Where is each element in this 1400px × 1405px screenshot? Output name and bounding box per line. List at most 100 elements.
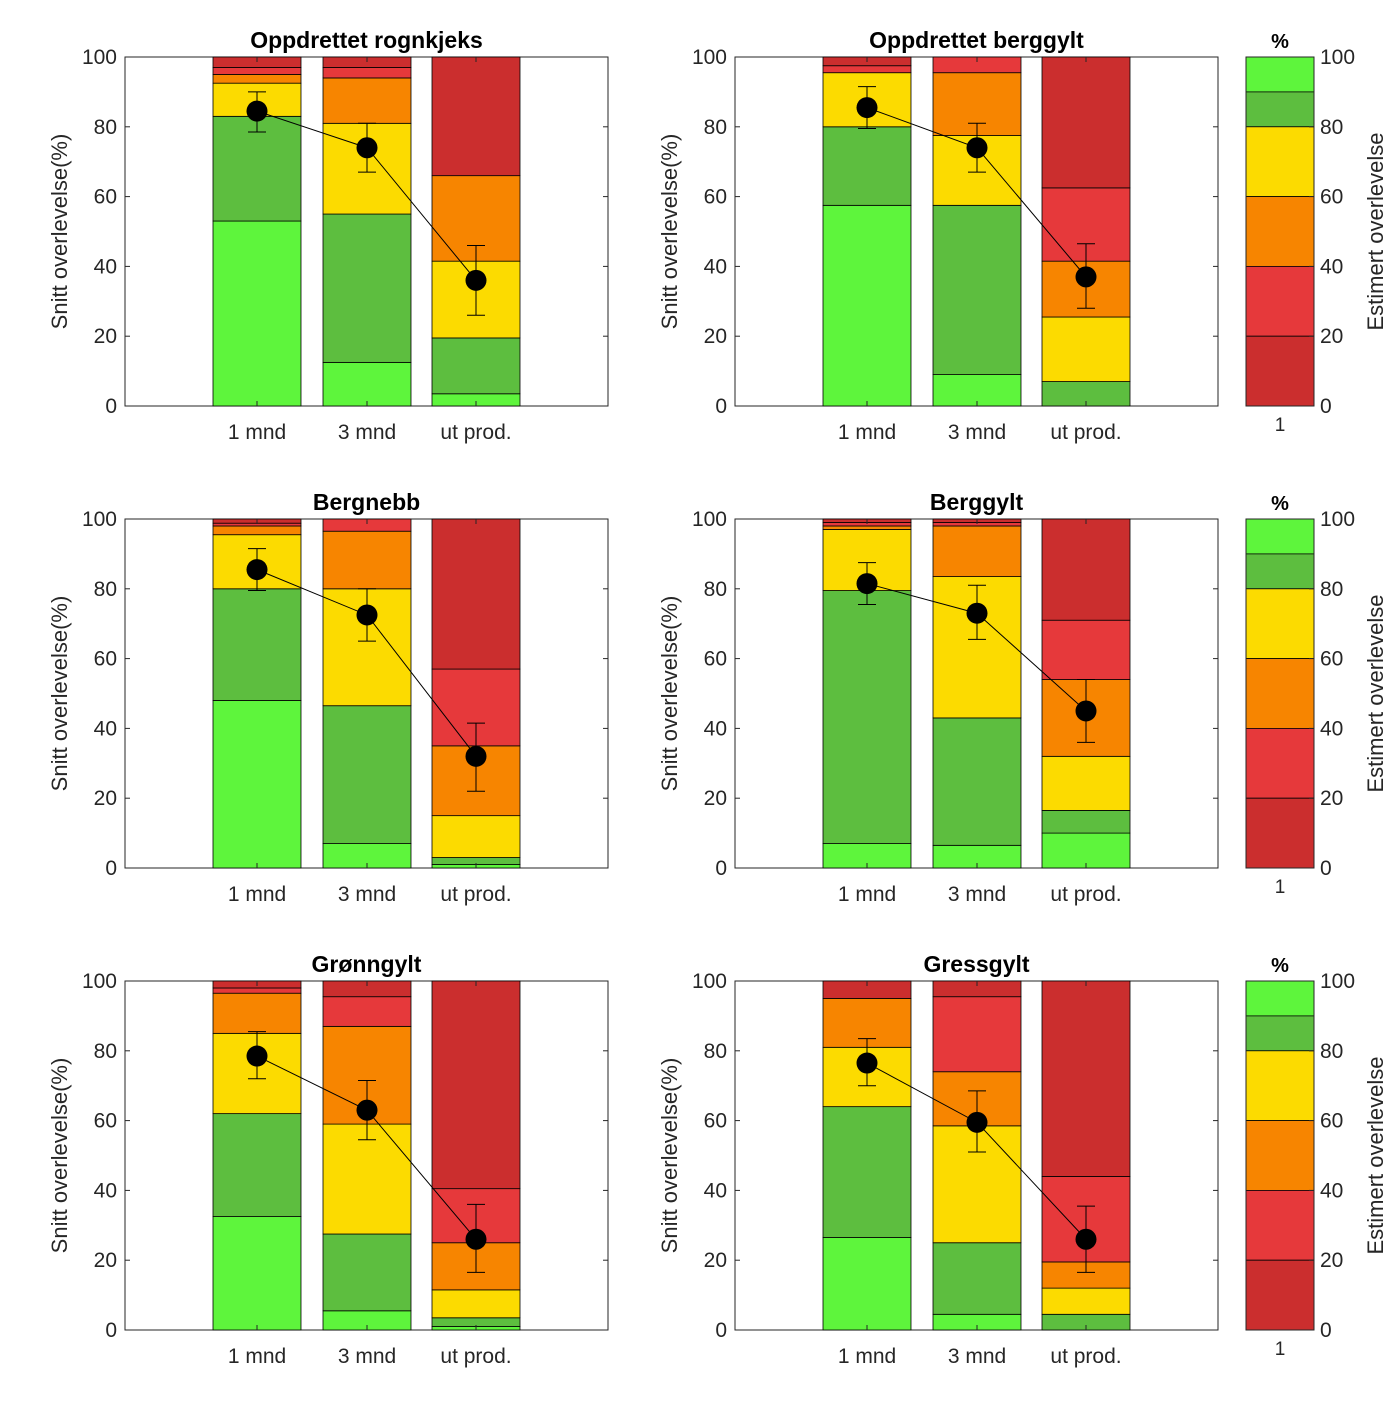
colorbar-tick-label: 80 <box>1320 578 1343 601</box>
x-tick-label: ut prod. <box>440 1345 511 1368</box>
chart-title: Oppdrettet rognkjeks <box>250 27 483 53</box>
colorbar-band <box>1245 1120 1315 1191</box>
y-axis-label: Snitt overlevelse(%) <box>47 596 72 792</box>
colorbar-label: Estimert overlevelse <box>1363 132 1388 330</box>
bar-segment <box>1041 832 1131 869</box>
bar-segment <box>322 213 412 363</box>
y-tick-label: 100 <box>82 508 117 531</box>
colorbar-band <box>1245 588 1315 659</box>
colorbar-frame <box>1245 56 1315 407</box>
y-tick-label: 80 <box>704 578 727 601</box>
bar-segment <box>822 126 912 206</box>
bar-segment <box>212 700 302 869</box>
bar-segment <box>1041 619 1131 680</box>
x-tick-label: ut prod. <box>1050 421 1121 444</box>
x-tick-label: ut prod. <box>440 421 511 444</box>
colorbar-band <box>1245 518 1315 555</box>
bar-segment <box>822 590 912 844</box>
x-tick-label: ut prod. <box>1050 1345 1121 1368</box>
colorbar-tick-label: 0 <box>1320 857 1332 880</box>
bar-segment <box>212 987 302 994</box>
y-tick-label: 80 <box>94 116 117 139</box>
bar-segment <box>322 77 412 124</box>
y-axis-label: Snitt overlevelse(%) <box>657 596 682 792</box>
y-tick-label: 20 <box>704 1249 727 1272</box>
bar-segment <box>212 67 302 75</box>
y-tick-label: 60 <box>94 648 117 671</box>
y-tick-label: 0 <box>105 1319 117 1342</box>
colorbar-tick-label: 0 <box>1320 395 1332 418</box>
panel-4: 0 20 40 60 80 100 1 mnd 3 mnd ut prod. Berggylt Sn… <box>657 489 1219 906</box>
chart-title: Bergnebb <box>313 489 420 515</box>
panel-6: 0 20 40 60 80 100 1 mnd 3 mnd ut prod. Gressgylt S… <box>657 951 1219 1368</box>
y-tick-label: 20 <box>94 325 117 348</box>
colorbar-tick-label: 80 <box>1320 1040 1343 1063</box>
mean-marker <box>856 1052 878 1074</box>
colorbar-band <box>1245 1015 1315 1052</box>
bar-segment <box>212 220 302 407</box>
y-axis-label: Snitt overlevelse(%) <box>657 134 682 330</box>
colorbar-band <box>1245 335 1315 407</box>
chart-title: Gressgylt <box>923 951 1029 977</box>
colorbar-band <box>1245 1050 1315 1122</box>
bar-segment <box>322 361 412 407</box>
y-tick-label: 100 <box>692 970 727 993</box>
bar-segment <box>1041 980 1131 1177</box>
bar-segment <box>322 705 412 844</box>
mean-marker <box>856 573 878 595</box>
bar-segment <box>431 337 521 395</box>
x-tick-label: 3 mnd <box>338 421 396 444</box>
colorbar-tick-label: 100 <box>1320 46 1355 69</box>
colorbar-band <box>1245 126 1315 198</box>
colorbar-band <box>1245 797 1315 869</box>
y-tick-label: 40 <box>94 1179 117 1202</box>
bar-segment <box>212 74 302 84</box>
y-tick-label: 80 <box>704 116 727 139</box>
y-tick-label: 20 <box>704 787 727 810</box>
colorbar-band <box>1245 1259 1315 1331</box>
colorbar-1: 100 80 60 40 20 0% 1 Estimert overlevelse <box>1245 31 1388 436</box>
x-tick-label: 1 mnd <box>228 1345 286 1368</box>
bar-segment <box>932 1242 1022 1315</box>
bar-segment <box>822 1237 912 1331</box>
colorbar-x-tick-label: 1 <box>1275 1339 1286 1360</box>
bar-segment <box>212 588 302 701</box>
bar-segment <box>1041 1287 1131 1315</box>
x-tick-label: 3 mnd <box>338 883 396 906</box>
bar-segment <box>322 1233 412 1312</box>
colorbar-3: 100 80 60 40 20 0% 1 Estimert overlevelse <box>1245 955 1388 1360</box>
y-tick-label: 60 <box>704 186 727 209</box>
x-tick-label: 1 mnd <box>228 883 286 906</box>
mean-marker <box>966 1111 988 1133</box>
colorbar-label: Estimert overlevelse <box>1363 594 1388 792</box>
bar-segment <box>212 525 302 536</box>
bar-segment <box>1041 56 1131 189</box>
bar-segment <box>322 67 412 79</box>
colorbar-x-tick-label: 1 <box>1275 877 1286 898</box>
bar-segment <box>1041 755 1131 811</box>
colorbar-tick-label: 60 <box>1320 1110 1343 1133</box>
y-tick-label: 40 <box>704 1179 727 1202</box>
x-tick-label: 1 mnd <box>838 1345 896 1368</box>
colorbar-tick-label: 20 <box>1320 1249 1343 1272</box>
colorbar-tick-label: 80 <box>1320 116 1343 139</box>
colorbar-frame <box>1245 980 1315 1331</box>
y-tick-label: 60 <box>94 186 117 209</box>
y-tick-label: 0 <box>715 395 727 418</box>
x-tick-label: 1 mnd <box>228 421 286 444</box>
y-tick-label: 0 <box>715 857 727 880</box>
bar-segment <box>212 1113 302 1217</box>
mean-marker <box>356 1099 378 1121</box>
y-axis-label: Snitt overlevelse(%) <box>47 1058 72 1254</box>
bar-segment <box>431 1289 521 1319</box>
bar-segment <box>932 996 1022 1073</box>
x-tick-label: 1 mnd <box>838 421 896 444</box>
colorbar-tick-label: 20 <box>1320 787 1343 810</box>
mean-marker <box>465 269 487 291</box>
colorbar-band <box>1245 196 1315 267</box>
bar-segment <box>822 1106 912 1238</box>
mean-marker <box>1075 266 1097 288</box>
chart-title: Berggylt <box>930 489 1024 515</box>
bar-segment <box>212 115 302 222</box>
